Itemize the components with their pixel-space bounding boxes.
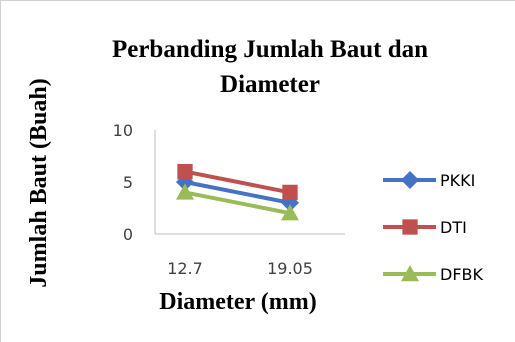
chart-title-line-1: Perbanding Jumlah Baut dan bbox=[112, 36, 428, 63]
y-tick-label-0: 0 bbox=[123, 225, 133, 244]
series-line-pkki bbox=[184, 180, 291, 205]
x-axis-title: Diameter (mm) bbox=[159, 289, 316, 315]
legend-marker-dfbk bbox=[401, 265, 419, 282]
x-tick-label-0: 12.7 bbox=[167, 259, 203, 278]
data-point-dfbk-0 bbox=[176, 183, 194, 200]
legend-marker-pkki bbox=[401, 171, 419, 189]
data-point-dti-0 bbox=[177, 163, 193, 180]
series-line-dti bbox=[184, 169, 291, 195]
legend-label-pkki: PKKI bbox=[440, 171, 475, 190]
chart-title-line-2: Diameter bbox=[220, 71, 320, 98]
legend: PKKI DTI DFBK bbox=[383, 171, 484, 284]
plot-area: 0 5 10 12.7 19.05 bbox=[113, 121, 345, 278]
series-line-dfbk bbox=[184, 190, 291, 216]
y-tick-label-5: 5 bbox=[123, 173, 133, 192]
data-point-dti-1 bbox=[282, 184, 298, 201]
y-tick-label-10: 10 bbox=[113, 121, 133, 140]
x-tick-label-1: 19.05 bbox=[267, 259, 313, 278]
data-point-dfbk-1 bbox=[281, 204, 299, 221]
legend-marker-dti bbox=[402, 219, 418, 235]
legend-label-dfbk: DFBK bbox=[440, 265, 484, 284]
y-axis-title: Jumlah Baut (Buah) bbox=[26, 78, 52, 287]
legend-label-dti: DTI bbox=[440, 218, 467, 237]
